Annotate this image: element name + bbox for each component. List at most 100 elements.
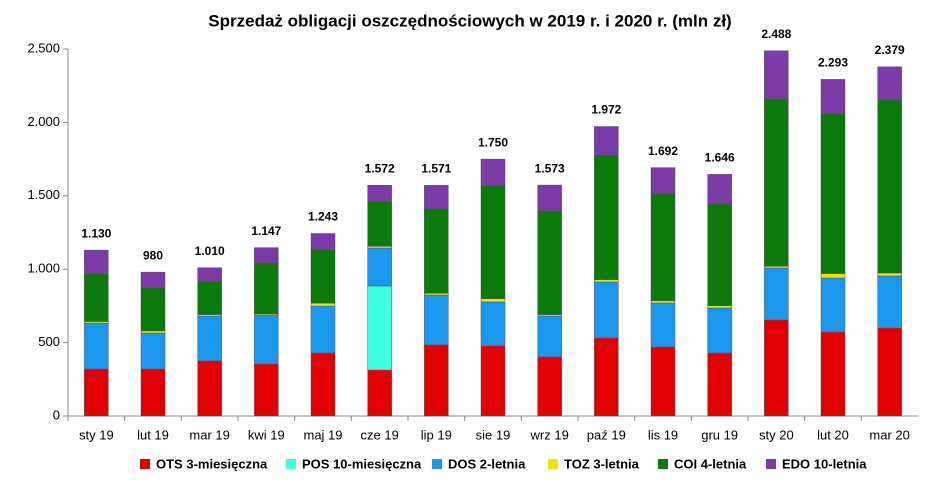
- y-tick-label: 1.000: [27, 261, 60, 276]
- bar-segment: [707, 307, 732, 354]
- chart-title: Sprzedaż obligacji oszczędnościowych w 2…: [208, 11, 731, 30]
- bar-segment: [650, 193, 676, 302]
- legend-swatch: [432, 459, 442, 469]
- x-tick-label: lut 19: [137, 427, 169, 442]
- x-tick-label: lut 20: [817, 427, 849, 442]
- bar-segment: [764, 267, 789, 321]
- bar-segment: [650, 300, 676, 304]
- total-label: 2.488: [761, 27, 791, 41]
- bar-segment: [764, 266, 789, 269]
- bar-segment: [820, 277, 846, 333]
- bar-segment: [254, 363, 279, 417]
- total-label: 1.010: [195, 244, 225, 258]
- bar-segment: [650, 167, 676, 195]
- bar-segment: [707, 352, 732, 417]
- bar-segment: [310, 249, 336, 304]
- bar-segment: [367, 285, 392, 371]
- x-tick-label: mar 19: [189, 427, 229, 442]
- bar-segment: [424, 293, 449, 296]
- y-tick-label: 1.500: [27, 187, 60, 202]
- bar-segment: [84, 322, 109, 370]
- total-label: 1.572: [365, 161, 395, 175]
- bar-segment: [877, 66, 902, 101]
- bar-segment: [594, 279, 619, 283]
- x-tick-label: kwi 19: [248, 427, 285, 442]
- y-tick-label: 0: [53, 407, 60, 422]
- bar-segment: [480, 298, 506, 303]
- total-label: 1.750: [478, 135, 508, 149]
- bar-segment: [84, 273, 109, 322]
- x-tick-label: sie 19: [476, 427, 511, 442]
- bar-segment: [254, 262, 279, 315]
- bar-segment: [84, 249, 109, 275]
- legend-label: POS 10-miesięczna: [302, 456, 422, 471]
- bar-segment: [84, 368, 109, 417]
- total-label: 1.692: [648, 144, 678, 158]
- bar-segment: [820, 331, 846, 417]
- bar-segment: [140, 368, 166, 417]
- bar-segment: [537, 356, 562, 417]
- bar-segment: [424, 185, 449, 210]
- bar-segment: [877, 272, 902, 277]
- legend-swatch: [658, 459, 668, 469]
- bar-segment: [480, 301, 506, 347]
- x-tick-label: cze 19: [361, 427, 399, 442]
- total-label: 2.293: [818, 56, 848, 70]
- x-tick-label: wrz 19: [530, 427, 569, 442]
- bar-segment: [197, 315, 222, 362]
- bar-segment: [254, 314, 279, 365]
- x-tick-label: sty 20: [759, 427, 794, 442]
- legend-label: OTS 3-miesięczna: [156, 456, 268, 471]
- bar-segment: [310, 305, 336, 354]
- bar-segment: [820, 273, 846, 279]
- bar-segment: [140, 287, 166, 332]
- x-tick-label: gru 19: [701, 427, 738, 442]
- total-label: 1.130: [81, 226, 111, 240]
- bar-segment: [650, 346, 676, 417]
- legend-label: TOZ 3-letnia: [564, 456, 640, 471]
- legend-label: DOS 2-letnia: [448, 456, 526, 471]
- bar-segment: [820, 113, 846, 274]
- bar-segment: [764, 319, 789, 417]
- bar-segment: [537, 184, 562, 212]
- total-label: 1.147: [251, 224, 281, 238]
- total-label: 1.243: [308, 210, 338, 224]
- legend-swatch: [140, 459, 150, 469]
- legend-label: COI 4-letnia: [674, 456, 747, 471]
- bar-segment: [310, 352, 336, 417]
- bar-segment: [367, 184, 392, 203]
- bar-segment: [650, 302, 676, 348]
- y-tick-label: 500: [38, 334, 60, 349]
- bar-segment: [310, 302, 336, 307]
- bar-segment: [594, 281, 619, 339]
- x-tick-label: mar 20: [869, 427, 909, 442]
- bar-segment: [424, 344, 449, 417]
- bar-segment: [197, 281, 222, 315]
- x-tick-label: maj 19: [303, 427, 342, 442]
- bar-segment: [367, 246, 392, 249]
- bar-segment: [480, 345, 506, 417]
- total-label: 1.573: [535, 161, 565, 175]
- y-tick-label: 2.500: [27, 40, 60, 55]
- bar-segment: [367, 201, 392, 247]
- bar-segment: [197, 360, 222, 417]
- bar-segment: [594, 337, 619, 417]
- bar-segment: [310, 233, 336, 251]
- bar-segment: [594, 126, 619, 156]
- legend-swatch: [548, 459, 558, 469]
- legend-label: EDO 10-letnia: [782, 456, 867, 471]
- x-tick-label: lis 19: [648, 427, 678, 442]
- bar-segment: [140, 271, 166, 289]
- x-tick-label: lip 19: [421, 427, 452, 442]
- total-label: 1.972: [591, 103, 621, 117]
- legend-swatch: [766, 459, 776, 469]
- bar-segment: [764, 50, 789, 100]
- bar-segment: [367, 369, 392, 417]
- x-tick-label: paź 19: [587, 427, 626, 442]
- bar-segment: [424, 294, 449, 346]
- bar-segment: [197, 267, 222, 283]
- bar-segment: [764, 98, 789, 267]
- bar-segment: [480, 158, 506, 187]
- total-label: 980: [143, 248, 163, 262]
- bar-segment: [480, 185, 506, 299]
